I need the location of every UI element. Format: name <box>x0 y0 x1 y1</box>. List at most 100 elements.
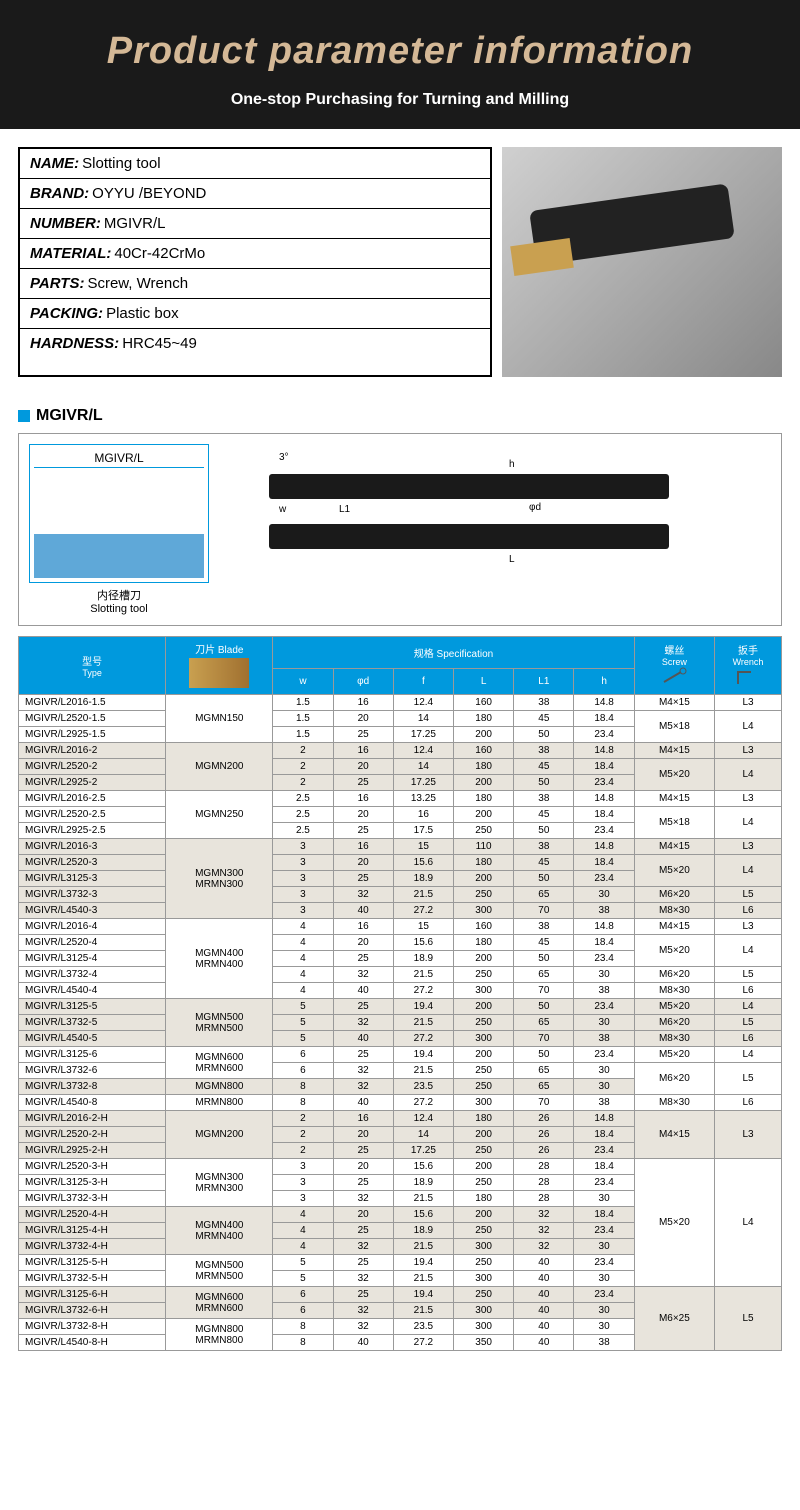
cell-spec: 4 <box>273 1207 333 1223</box>
cell-type: MGIVR/L3125-6 <box>19 1047 166 1063</box>
cell-spec: 1.5 <box>273 695 333 711</box>
cell-spec: 25 <box>333 1223 393 1239</box>
cell-spec: 180 <box>454 1111 514 1127</box>
cell-type: MGIVR/L4540-3 <box>19 903 166 919</box>
cell-wrench: L5 <box>715 1063 782 1095</box>
cell-spec: 14 <box>393 711 453 727</box>
cell-spec: 200 <box>454 1127 514 1143</box>
cell-spec: 32 <box>333 1079 393 1095</box>
cell-spec: 27.2 <box>393 983 453 999</box>
cell-spec: 40 <box>333 903 393 919</box>
cell-spec: 20 <box>333 711 393 727</box>
cell-type: MGIVR/L2016-2.5 <box>19 791 166 807</box>
cell-wrench: L5 <box>715 1287 782 1351</box>
cell-spec: 15 <box>393 839 453 855</box>
info-row: NAME:Slotting tool <box>20 149 490 179</box>
info-label: MATERIAL: <box>30 245 111 262</box>
info-value: HRC45~49 <box>122 335 197 352</box>
cell-type: MGIVR/L3732-3-H <box>19 1191 166 1207</box>
info-value: 40Cr-42CrMo <box>114 245 205 262</box>
cell-spec: 14.8 <box>574 743 634 759</box>
cell-type: MGIVR/L2520-3-H <box>19 1159 166 1175</box>
cell-spec: 65 <box>514 1063 574 1079</box>
cell-spec: 5 <box>273 999 333 1015</box>
cell-spec: 25 <box>333 871 393 887</box>
dim-l: L <box>509 554 515 565</box>
diagram-en-label: Slotting tool <box>29 603 209 615</box>
info-row: HARDNESS:HRC45~49 <box>20 329 490 358</box>
cell-wrench: L6 <box>715 903 782 919</box>
cell-spec: 40 <box>514 1303 574 1319</box>
cell-spec: 38 <box>574 1031 634 1047</box>
cell-screw: M6×25 <box>634 1287 714 1351</box>
cell-spec: 1.5 <box>273 727 333 743</box>
cell-type: MGIVR/L3125-3 <box>19 871 166 887</box>
info-label: NUMBER: <box>30 215 101 232</box>
cell-spec: 2 <box>273 759 333 775</box>
cell-spec: 38 <box>514 919 574 935</box>
cell-spec: 70 <box>514 1095 574 1111</box>
hdr-type-en: Type <box>21 668 163 678</box>
cell-spec: 250 <box>454 1223 514 1239</box>
cell-type: MGIVR/L4540-8 <box>19 1095 166 1111</box>
cell-spec: 32 <box>333 1239 393 1255</box>
dim-angle: 3° <box>279 452 289 463</box>
cell-spec: 2 <box>273 1111 333 1127</box>
cell-spec: 300 <box>454 1095 514 1111</box>
wrench-icon <box>733 667 763 687</box>
cell-spec: 38 <box>514 839 574 855</box>
cell-spec: 27.2 <box>393 1335 453 1351</box>
cell-spec: 38 <box>514 695 574 711</box>
info-row: PARTS:Screw, Wrench <box>20 269 490 299</box>
hero-title: Product parameter information <box>0 30 800 73</box>
cell-type: MGIVR/L3125-5 <box>19 999 166 1015</box>
cell-spec: 4 <box>273 967 333 983</box>
cell-type: MGIVR/L2520-2 <box>19 759 166 775</box>
cell-blade: MGMN150 <box>166 695 273 743</box>
cell-screw: M4×15 <box>634 839 714 855</box>
cell-blade: MGMN800 <box>166 1079 273 1095</box>
cell-spec: 300 <box>454 1303 514 1319</box>
screw-icon <box>659 667 689 687</box>
cell-spec: 6 <box>273 1303 333 1319</box>
cell-spec: 250 <box>454 967 514 983</box>
diagram-header: MGIVR/L <box>18 407 782 425</box>
cell-spec: 250 <box>454 1143 514 1159</box>
cell-spec: 300 <box>454 1319 514 1335</box>
cell-spec: 30 <box>574 1079 634 1095</box>
cell-spec: 32 <box>333 1191 393 1207</box>
cell-spec: 18.4 <box>574 1159 634 1175</box>
info-label: PARTS: <box>30 275 84 292</box>
table-row: MGIVR/L2016-3MGMN300MRMN300316151103814.… <box>19 839 782 855</box>
table-row: MGIVR/L2520-2.52.520162004518.4M5×18L4 <box>19 807 782 823</box>
cell-screw: M5×20 <box>634 935 714 967</box>
spec-thead: 型号Type 刀片 Blade 规格 Specification 螺丝Screw… <box>19 637 782 695</box>
info-label: NAME: <box>30 155 79 172</box>
cell-spec: 32 <box>333 1319 393 1335</box>
cell-spec: 23.4 <box>574 1223 634 1239</box>
cell-type: MGIVR/L3732-8-H <box>19 1319 166 1335</box>
info-value: Plastic box <box>106 305 179 322</box>
cell-spec: 12.4 <box>393 1111 453 1127</box>
cell-spec: 200 <box>454 807 514 823</box>
cell-spec: 180 <box>454 759 514 775</box>
cell-type: MGIVR/L2520-3 <box>19 855 166 871</box>
hdr-blade-en: Blade <box>218 645 244 656</box>
hdr-screw-cn: 螺丝 <box>637 642 712 657</box>
cell-spec: 16 <box>393 807 453 823</box>
cell-spec: 6 <box>273 1287 333 1303</box>
cell-spec: 5 <box>273 1031 333 1047</box>
cell-spec: 18.4 <box>574 759 634 775</box>
cell-spec: 300 <box>454 1031 514 1047</box>
info-label: BRAND: <box>30 185 89 202</box>
cell-blade: MGMN500MRMN500 <box>166 999 273 1047</box>
cell-spec: 15.6 <box>393 855 453 871</box>
cell-spec: 19.4 <box>393 999 453 1015</box>
cell-spec: 23.4 <box>574 1287 634 1303</box>
cell-spec: 17.25 <box>393 1143 453 1159</box>
cell-spec: 16 <box>333 743 393 759</box>
cell-spec: 21.5 <box>393 1015 453 1031</box>
cell-spec: 18.9 <box>393 951 453 967</box>
spec-tbody: MGIVR/L2016-1.5MGMN1501.51612.41603814.8… <box>19 695 782 1351</box>
cell-spec: 23.4 <box>574 999 634 1015</box>
